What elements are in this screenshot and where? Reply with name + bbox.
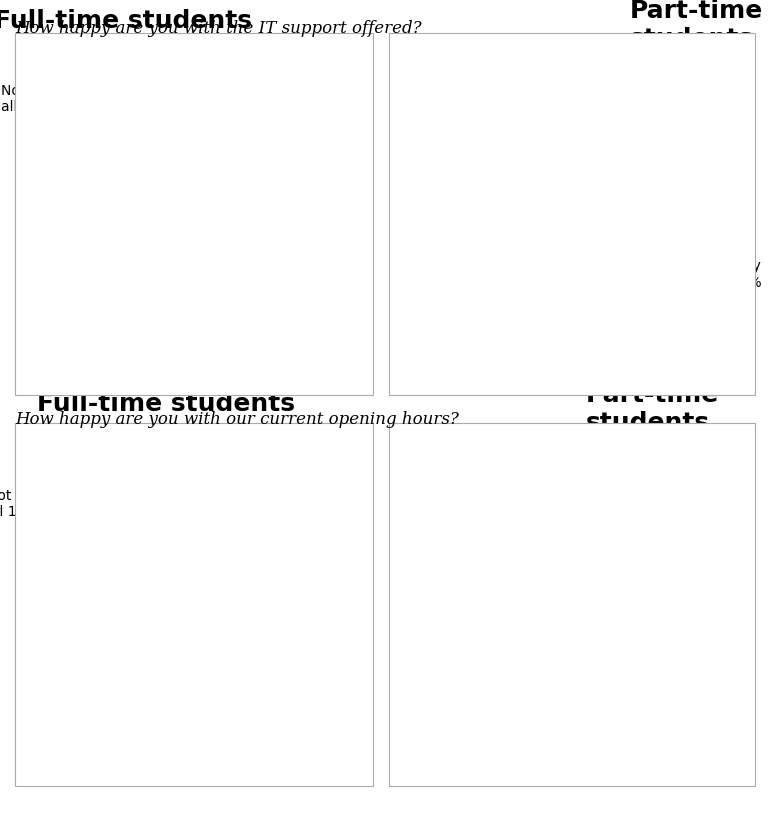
Wedge shape <box>571 124 601 213</box>
Text: 0%: 0% <box>561 457 583 470</box>
Wedge shape <box>463 501 681 713</box>
Wedge shape <box>195 91 234 214</box>
Wedge shape <box>66 159 323 343</box>
Text: Very
20%: Very 20% <box>731 260 762 290</box>
Text: Not at
all 1%: Not at all 1% <box>0 489 29 519</box>
Text: 45%: 45% <box>519 204 552 218</box>
Text: Full-time students: Full-time students <box>0 9 252 33</box>
Text: How happy are you with our current opening hours?: How happy are you with our current openi… <box>15 411 459 428</box>
Wedge shape <box>571 124 666 308</box>
Wedge shape <box>482 213 572 308</box>
Text: Not at
all 13%: Not at all 13% <box>1 84 52 114</box>
Text: 0%: 0% <box>611 84 634 98</box>
Wedge shape <box>477 120 601 243</box>
Text: Part-time
students: Part-time students <box>630 0 763 51</box>
Text: How happy are you with the IT support offered?: How happy are you with the IT support of… <box>15 20 422 37</box>
Wedge shape <box>62 473 195 660</box>
Text: Quite
32%: Quite 32% <box>242 544 284 574</box>
Text: Very
67%: Very 67% <box>148 650 183 680</box>
Text: Very
55%: Very 55% <box>156 256 191 286</box>
Wedge shape <box>75 473 326 736</box>
Wedge shape <box>195 473 203 604</box>
Wedge shape <box>65 85 234 230</box>
Text: 5%: 5% <box>471 457 493 470</box>
Text: Full-time students: Full-time students <box>37 392 295 417</box>
Text: Part-time
students: Part-time students <box>586 383 719 435</box>
Text: 0: 0 <box>219 42 227 56</box>
Text: Very
72%: Very 72% <box>542 632 578 663</box>
Wedge shape <box>464 496 571 604</box>
Text: Quite
32%: Quite 32% <box>238 151 280 182</box>
Text: Quite
23%: Quite 23% <box>709 521 747 551</box>
Wedge shape <box>195 91 311 214</box>
Text: Quite
35%: Quite 35% <box>709 141 747 171</box>
Wedge shape <box>571 496 605 604</box>
